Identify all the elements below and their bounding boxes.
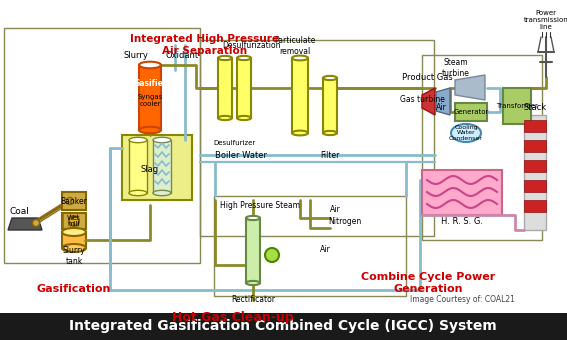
- FancyBboxPatch shape: [122, 135, 192, 200]
- Ellipse shape: [153, 190, 171, 196]
- Polygon shape: [8, 218, 42, 230]
- Text: Filter: Filter: [320, 151, 340, 159]
- Text: Slag: Slag: [141, 166, 159, 174]
- Ellipse shape: [139, 127, 161, 133]
- FancyBboxPatch shape: [524, 140, 546, 152]
- FancyBboxPatch shape: [218, 58, 232, 118]
- FancyBboxPatch shape: [455, 103, 487, 121]
- Text: H. R. S. G.: H. R. S. G.: [441, 218, 483, 226]
- Text: Image Courtesy of: COAL21: Image Courtesy of: COAL21: [410, 295, 515, 305]
- Text: Wet
mill: Wet mill: [67, 215, 81, 227]
- Ellipse shape: [129, 190, 147, 196]
- Text: Gas turbine: Gas turbine: [400, 96, 445, 104]
- Text: Air: Air: [320, 245, 331, 255]
- Ellipse shape: [66, 198, 74, 204]
- Text: Product Gas: Product Gas: [402, 73, 453, 83]
- Ellipse shape: [218, 116, 232, 120]
- Ellipse shape: [237, 116, 251, 120]
- Ellipse shape: [292, 56, 308, 61]
- Text: Desulfurization: Desulfurization: [222, 41, 281, 51]
- Ellipse shape: [265, 248, 279, 262]
- FancyBboxPatch shape: [524, 200, 546, 212]
- Text: Particulate
removal: Particulate removal: [274, 36, 316, 56]
- FancyBboxPatch shape: [292, 58, 308, 133]
- Text: Power
transmission
line: Power transmission line: [524, 10, 567, 30]
- Text: Hot Gas Clean-up: Hot Gas Clean-up: [172, 311, 293, 324]
- FancyBboxPatch shape: [524, 160, 546, 172]
- Text: High Pressure Steam: High Pressure Steam: [220, 201, 300, 209]
- Text: Banker: Banker: [61, 197, 87, 205]
- FancyBboxPatch shape: [524, 120, 546, 132]
- Text: Stack: Stack: [523, 103, 547, 112]
- FancyBboxPatch shape: [62, 232, 86, 248]
- Ellipse shape: [32, 220, 40, 226]
- Ellipse shape: [323, 76, 337, 80]
- Text: Rectificator: Rectificator: [231, 295, 275, 304]
- Text: Syngas
cooler: Syngas cooler: [137, 94, 163, 106]
- Text: Generator: Generator: [453, 109, 489, 115]
- Text: Integrated Gasification Combined Cycle (IGCC) System: Integrated Gasification Combined Cycle (…: [69, 319, 497, 333]
- Text: Integrated High Pressure
Air Separation: Integrated High Pressure Air Separation: [130, 34, 278, 56]
- FancyBboxPatch shape: [503, 88, 531, 124]
- Text: Desulfurizer: Desulfurizer: [214, 140, 256, 146]
- Text: Gasification: Gasification: [36, 285, 111, 294]
- FancyBboxPatch shape: [323, 78, 337, 133]
- Text: Slurry: Slurry: [123, 51, 148, 59]
- Text: Steam
turbine: Steam turbine: [442, 58, 470, 78]
- Text: Nitrogen: Nitrogen: [328, 218, 362, 226]
- Text: Cooling
Water
Condenser: Cooling Water Condenser: [449, 125, 483, 141]
- Ellipse shape: [323, 131, 337, 135]
- Ellipse shape: [62, 228, 86, 236]
- FancyBboxPatch shape: [524, 115, 546, 230]
- FancyBboxPatch shape: [0, 313, 567, 340]
- Ellipse shape: [237, 56, 251, 60]
- Polygon shape: [422, 88, 435, 115]
- Ellipse shape: [62, 244, 86, 252]
- Ellipse shape: [218, 56, 232, 60]
- Text: Slurry
tank: Slurry tank: [62, 246, 86, 266]
- Ellipse shape: [153, 137, 171, 143]
- Text: Air: Air: [329, 205, 340, 215]
- FancyBboxPatch shape: [62, 213, 86, 229]
- FancyBboxPatch shape: [139, 65, 161, 130]
- Polygon shape: [436, 88, 450, 115]
- FancyBboxPatch shape: [129, 140, 147, 193]
- Text: Combine Cycle Power
Generation: Combine Cycle Power Generation: [361, 272, 495, 294]
- Ellipse shape: [246, 281, 260, 285]
- FancyBboxPatch shape: [153, 140, 171, 193]
- Ellipse shape: [292, 131, 308, 135]
- Ellipse shape: [139, 62, 161, 68]
- Text: Gasifier: Gasifier: [133, 79, 167, 87]
- FancyBboxPatch shape: [524, 180, 546, 192]
- Text: Boiler Water: Boiler Water: [215, 151, 267, 159]
- FancyBboxPatch shape: [62, 192, 86, 210]
- Ellipse shape: [246, 216, 260, 220]
- Text: Transformer: Transformer: [496, 103, 538, 109]
- Text: Coal: Coal: [10, 207, 30, 217]
- Polygon shape: [455, 75, 485, 100]
- Ellipse shape: [129, 137, 147, 143]
- FancyBboxPatch shape: [246, 218, 260, 283]
- FancyBboxPatch shape: [422, 170, 502, 215]
- FancyBboxPatch shape: [237, 58, 251, 118]
- Text: Air: Air: [435, 103, 446, 113]
- Text: Oxidant: Oxidant: [165, 51, 198, 59]
- Ellipse shape: [451, 124, 481, 142]
- Ellipse shape: [69, 216, 79, 226]
